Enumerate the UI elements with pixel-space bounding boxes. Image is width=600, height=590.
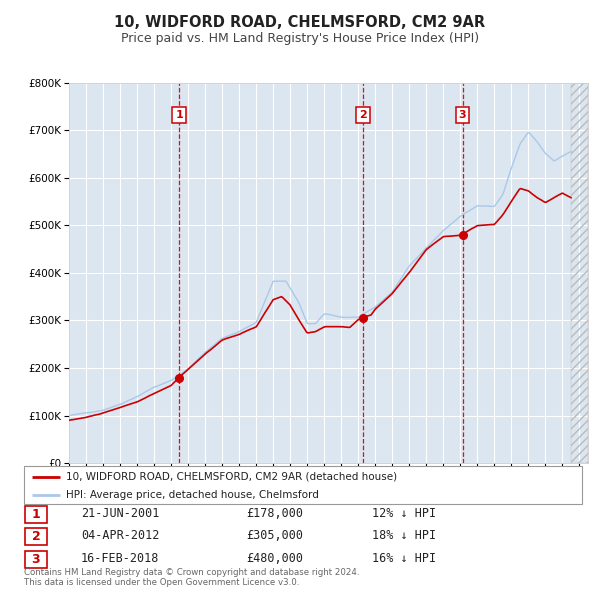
Text: HPI: Average price, detached house, Chelmsford: HPI: Average price, detached house, Chel… <box>66 490 319 500</box>
Text: £305,000: £305,000 <box>246 529 303 542</box>
FancyBboxPatch shape <box>25 506 47 523</box>
Text: £480,000: £480,000 <box>246 552 303 565</box>
FancyBboxPatch shape <box>25 551 47 568</box>
Text: 21-JUN-2001: 21-JUN-2001 <box>81 507 160 520</box>
Text: 18% ↓ HPI: 18% ↓ HPI <box>372 529 436 542</box>
Text: Price paid vs. HM Land Registry's House Price Index (HPI): Price paid vs. HM Land Registry's House … <box>121 32 479 45</box>
Text: 1: 1 <box>32 508 40 521</box>
Text: 2: 2 <box>359 110 367 120</box>
FancyBboxPatch shape <box>24 466 582 504</box>
Text: 10, WIDFORD ROAD, CHELMSFORD, CM2 9AR (detached house): 10, WIDFORD ROAD, CHELMSFORD, CM2 9AR (d… <box>66 472 397 482</box>
Text: 3: 3 <box>32 553 40 566</box>
Text: 12% ↓ HPI: 12% ↓ HPI <box>372 507 436 520</box>
Text: 10, WIDFORD ROAD, CHELMSFORD, CM2 9AR: 10, WIDFORD ROAD, CHELMSFORD, CM2 9AR <box>115 15 485 30</box>
Text: Contains HM Land Registry data © Crown copyright and database right 2024.
This d: Contains HM Land Registry data © Crown c… <box>24 568 359 587</box>
Text: 04-APR-2012: 04-APR-2012 <box>81 529 160 542</box>
Text: 16-FEB-2018: 16-FEB-2018 <box>81 552 160 565</box>
Text: 16% ↓ HPI: 16% ↓ HPI <box>372 552 436 565</box>
Text: 1: 1 <box>175 110 183 120</box>
Text: £178,000: £178,000 <box>246 507 303 520</box>
Text: 2: 2 <box>32 530 40 543</box>
Text: 3: 3 <box>459 110 466 120</box>
FancyBboxPatch shape <box>25 529 47 545</box>
